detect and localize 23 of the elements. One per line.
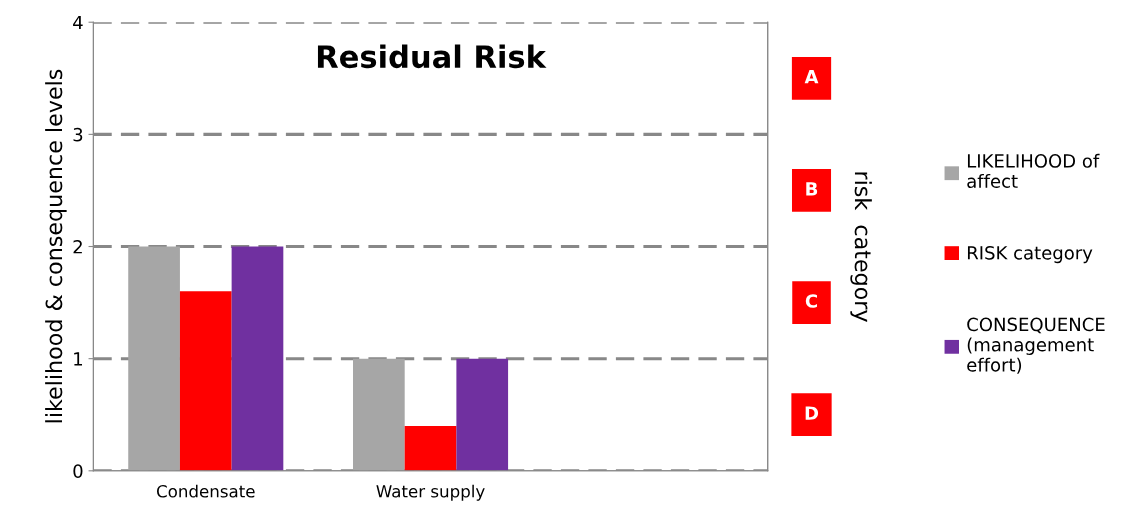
bar [404,425,457,471]
bar [456,358,509,471]
x-tick-label: Water supply [376,484,485,501]
y-axis-title: likelihood & consequence levels [45,69,67,423]
text: D [805,406,819,420]
y-tick-label: 0 [73,464,83,478]
text: B [806,182,818,196]
y-tick-label: 2 [73,239,82,254]
bar [179,291,232,471]
legend-label: LIKELIHOOD of affect [967,153,1100,188]
y-tick-label: 3 [73,127,83,142]
legend-label: RISK category [967,245,1093,264]
text: C [805,294,817,308]
bar [353,358,405,471]
y-tick-label: 1 [74,352,83,366]
legend-label: CONSEQUENCE (management effort) [967,317,1105,374]
bar [128,246,180,471]
text: Residual Risk [317,44,547,69]
y2-axis-title: risk category [850,172,872,322]
text: A [804,70,819,84]
bar [231,246,284,471]
x-tick-label: Condensate [156,484,255,498]
y-tick-label: 4 [73,15,83,30]
